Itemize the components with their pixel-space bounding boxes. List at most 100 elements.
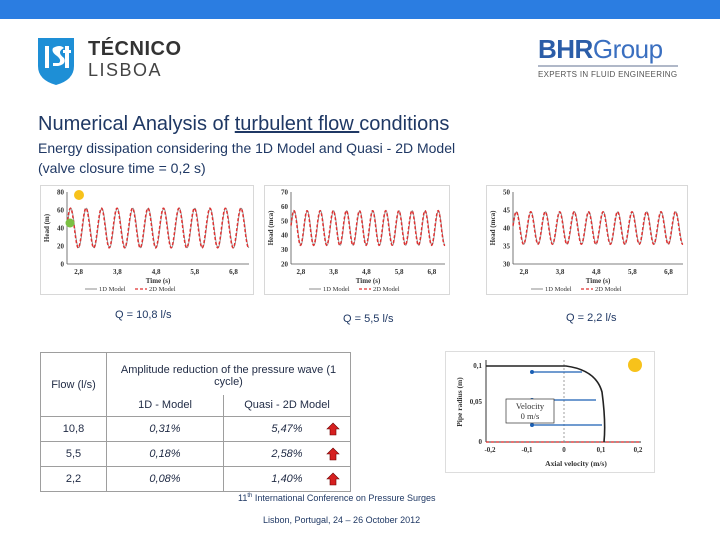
x-axis-label: Time (s) <box>146 277 171 285</box>
yellow-marker <box>74 190 84 200</box>
velocity-xtick: -0,1 <box>521 446 533 454</box>
ist-logo: TÉCNICO LISBOA <box>36 36 181 88</box>
bhr-logo: BHRGroup EXPERTS IN FLUID ENGINEERING <box>538 34 688 84</box>
flow-cell: 2,2 <box>40 466 107 492</box>
y-tick-label: 60 <box>57 207 65 215</box>
head-chart-q5-5: 70 60 50 40 30 20 2,8 3,8 4,8 5,8 6,8 Time (s) Head … <box>264 185 450 295</box>
q-label-5-5: Q = 5,5 l/s <box>343 313 394 325</box>
velocity-xtick: -0,2 <box>484 446 496 454</box>
q-label-10-8: Q = 10,8 l/s <box>115 309 172 321</box>
red-up-arrow-icon <box>326 472 340 486</box>
table-row: 2,2 0,08% 1,40% <box>40 466 351 492</box>
velocity-annotation-line2: 0 m/s <box>521 411 540 421</box>
top-accent-bar <box>0 0 720 19</box>
col-1d-header: 1D - Model <box>106 394 224 417</box>
x-axis-label: Time (s) <box>356 277 381 285</box>
value-2d-cell: 2,58% <box>223 441 351 467</box>
flow-cell: 10,8 <box>40 416 107 442</box>
head-chart-q2-2-svg: 50 45 40 35 30 2,8 3,8 4,8 5,8 6,8 Time (s) Head (m… <box>489 189 684 293</box>
chart-markers <box>65 190 84 228</box>
velocity-xtick: 0,2 <box>634 446 643 454</box>
y-tick-label: 20 <box>281 261 289 269</box>
x-tick-label: 5,8 <box>628 268 637 276</box>
value-2d-cell: 1,40% <box>223 466 351 492</box>
q-label-2-2: Q = 2,2 l/s <box>566 312 617 324</box>
legend-label-2d: 2D Model <box>149 286 176 293</box>
legend-label-1d: 1D Model <box>545 286 572 293</box>
x-tick-label: 4,8 <box>152 268 161 276</box>
flow-header: Flow (l/s) <box>40 352 107 417</box>
x-tick-label: 2,8 <box>519 268 528 276</box>
red-up-arrow-icon <box>326 447 340 461</box>
conference-place-date: Lisbon, Portugal, 24 – 26 October 2012 <box>263 515 421 525</box>
y-tick-label: 45 <box>503 207 511 215</box>
slide-subtitle-line1: Energy dissipation considering the 1D Mo… <box>38 140 456 156</box>
y-tick-label: 20 <box>57 243 65 251</box>
velocity-ylabel: Pipe radius (m) <box>455 377 464 427</box>
velocity-xtick: 0,1 <box>597 446 606 454</box>
head-chart-q10-8: 80 60 40 20 0 2,8 3,8 4,8 5,8 6,8 Time (s) Head (m)… <box>40 185 254 295</box>
slide-title: Numerical Analysis of turbulent flow con… <box>38 113 450 135</box>
velocity-xlabel: Axial velocity (m/s) <box>545 459 607 468</box>
series-line-2d-model <box>66 207 250 249</box>
head-chart-q10-8-svg: 80 60 40 20 0 2,8 3,8 4,8 5,8 6,8 Time (s) Head (m)… <box>43 189 250 293</box>
col-2d-header: Quasi - 2D Model <box>223 394 351 417</box>
value-2d-cell: 5,47% <box>223 416 351 442</box>
x-axis-label: Time (s) <box>586 277 611 285</box>
legend-label-1d: 1D Model <box>99 286 126 293</box>
legend-label-2d: 2D Model <box>373 286 400 293</box>
bhr-tagline: EXPERTS IN FLUID ENGINEERING <box>538 70 678 79</box>
y-tick-label: 60 <box>281 203 289 211</box>
bhr-divider <box>538 65 678 67</box>
head-chart-q5-5-svg: 70 60 50 40 30 20 2,8 3,8 4,8 5,8 6,8 Time (s) Head … <box>267 189 446 293</box>
slide-subtitle-line2: (valve closure time = 0,2 s) <box>38 160 206 176</box>
flow-cell: 5,5 <box>40 441 107 467</box>
y-tick-label: 35 <box>503 243 511 251</box>
red-up-arrow-icon <box>326 422 340 436</box>
yellow-marker-dot <box>628 358 642 372</box>
velocity-profile-svg: Velocity 0 m/s 0,1 0,05 0 -0,2 -0,1 0 0,… <box>455 360 643 468</box>
x-tick-label: 2,8 <box>74 268 83 276</box>
x-tick-label: 4,8 <box>362 268 371 276</box>
y-axis-label: Head (m) <box>43 213 51 242</box>
x-tick-label: 6,8 <box>664 268 673 276</box>
velocity-ytick: 0 <box>479 438 483 446</box>
y-axis-label: Head (mca) <box>267 210 275 245</box>
x-tick-label: 3,8 <box>329 268 338 276</box>
green-marker <box>65 218 75 228</box>
value-1d-cell: 0,08% <box>106 466 224 492</box>
conference-name: 11th International Conference on Pressur… <box>238 493 436 503</box>
value-1d-cell: 0,31% <box>106 416 224 442</box>
y-tick-label: 30 <box>281 246 289 254</box>
legend-label-1d: 1D Model <box>323 286 350 293</box>
x-tick-label: 5,8 <box>395 268 404 276</box>
y-tick-label: 40 <box>281 232 289 240</box>
x-tick-label: 3,8 <box>113 268 122 276</box>
series-line-2d-model <box>290 209 446 247</box>
series-line-2d-model <box>512 210 684 246</box>
amplitude-table: Flow (l/s) Amplitude reduction of the pr… <box>40 352 351 492</box>
x-tick-label: 4,8 <box>592 268 601 276</box>
value-1d-cell: 0,18% <box>106 441 224 467</box>
y-tick-label: 50 <box>281 217 289 225</box>
head-chart-q2-2: 50 45 40 35 30 2,8 3,8 4,8 5,8 6,8 Time (s) Head (m… <box>486 185 688 295</box>
y-tick-label: 40 <box>57 225 65 233</box>
x-tick-label: 5,8 <box>190 268 199 276</box>
ist-name-line1: TÉCNICO <box>88 38 182 60</box>
legend-label-2d: 2D Model <box>595 286 622 293</box>
x-tick-label: 6,8 <box>428 268 437 276</box>
x-tick-label: 3,8 <box>556 268 565 276</box>
velocity-annotation-line1: Velocity <box>516 401 545 411</box>
velocity-ytick: 0,05 <box>470 398 483 406</box>
y-tick-label: 0 <box>61 261 65 269</box>
velocity-profile-chart: Velocity 0 m/s 0,1 0,05 0 -0,2 -0,1 0 0,… <box>445 351 655 473</box>
series-line-1d-model <box>512 211 684 245</box>
table-row: 5,5 0,18% 2,58% <box>40 441 351 467</box>
x-tick-label: 6,8 <box>229 268 238 276</box>
ist-name-line2: LISBOA <box>88 60 163 80</box>
amplitude-header: Amplitude reduction of the pressure wave… <box>106 352 351 395</box>
y-tick-label: 30 <box>503 261 511 269</box>
y-tick-label: 70 <box>281 189 289 197</box>
y-tick-label: 40 <box>503 225 511 233</box>
ist-shield-icon <box>38 38 74 85</box>
